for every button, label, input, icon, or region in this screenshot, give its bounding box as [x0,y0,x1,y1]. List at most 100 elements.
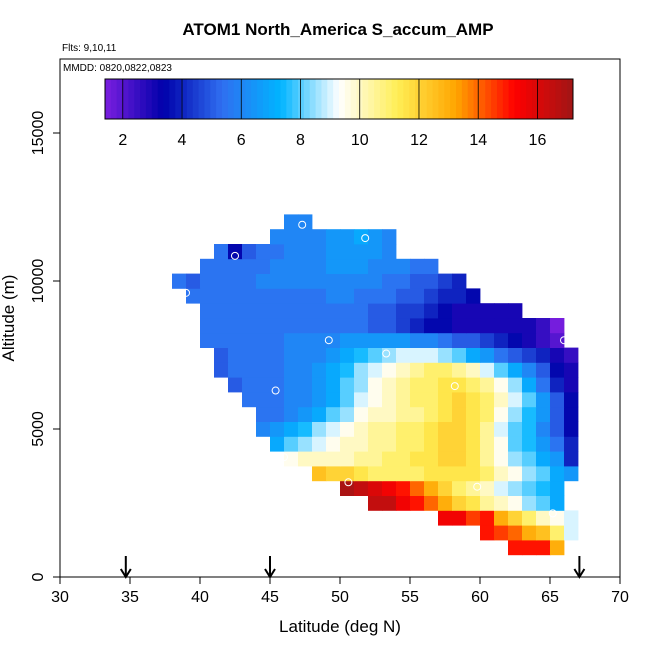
flight-marker [182,288,190,297]
colorbar-segment [309,79,317,119]
heatmap-cell [396,406,411,422]
colorbar-segment [175,79,182,119]
heatmap-cell [480,495,495,511]
heatmap-cell [438,510,453,526]
heatmap-cell [424,406,439,422]
heatmap-cell [438,392,453,408]
heatmap-cell [340,258,355,274]
flight-marker [231,251,239,260]
colorbar-segment [110,79,118,119]
heatmap-cell [550,347,565,363]
heatmap-cell [466,466,481,482]
heatmap-cell [438,495,453,511]
heatmap-cell [256,303,271,319]
heatmap-cell [438,362,453,378]
colorbar-tick-label: 14 [469,132,487,149]
heatmap-cell [284,332,299,348]
colorbar-segment [537,79,545,119]
colorbar-segment [333,79,340,119]
colorbar-segment [122,79,129,119]
heatmap-cell [200,303,215,319]
heatmap-cell [550,480,565,496]
heatmap-cell [270,377,285,393]
heatmap-cell [466,362,481,378]
heatmap-cell [466,347,481,363]
heatmap-cell [298,303,313,319]
colorbar-segment [368,79,375,119]
y-tick-label: 15000 [30,111,47,156]
heatmap-cell [270,303,285,319]
heatmap-cell [508,406,523,422]
heatmap-cell [242,244,257,260]
colorbar-segment [362,79,369,119]
heatmap-cell [354,273,369,289]
heatmap-cell [480,525,495,541]
heatmap-cell [564,347,579,363]
colorbar-segment [204,79,211,119]
colorbar-segment [561,79,568,119]
heatmap-cell [382,273,397,289]
colorbar-segment [461,79,469,119]
heatmap-cell [396,273,411,289]
heatmap-cell [522,392,537,408]
heatmap-cell [312,392,327,408]
heatmap-cell [256,318,271,334]
heatmap-cell [298,288,313,304]
colorbar-segment [567,79,574,119]
heatmap-cell [494,347,509,363]
heatmap-cell [536,466,551,482]
heatmap-cell [508,421,523,437]
heatmap-cell [410,273,425,289]
heatmap-cell [480,406,495,422]
heatmap-cell [298,318,313,334]
heatmap-cell [494,495,509,511]
heatmap-cell [368,318,383,334]
heatmap-cell [242,377,257,393]
heatmap-cell [270,406,285,422]
heatmap-cell [186,273,201,289]
heatmap-cell [564,525,579,541]
heatmap-cell [270,421,285,437]
heatmap-cell [368,258,383,274]
colorbar-segment [456,79,463,119]
heatmap-cell [382,480,397,496]
heatmap-cell [452,318,467,334]
colorbar-segment [520,79,527,119]
heatmap-cell [438,406,453,422]
flight-marker [271,386,280,395]
heatmap-cell [550,392,565,408]
heatmap-cell [494,318,509,334]
heatmap-cell [536,495,551,511]
heatmap-cell [340,229,355,245]
colorbar-segment [467,79,475,119]
heatmap-cell [368,495,383,511]
colorbar-segment [128,79,135,119]
heatmap-cell [256,347,271,363]
latitude-arrow [573,556,586,579]
heatmap-cell [298,347,313,363]
heatmap-cell [340,347,355,363]
heatmap-cell [298,392,313,408]
colorbar-segment [543,79,551,119]
x-axis-label: Latitude (deg N) [279,617,401,636]
heatmap-cell [298,377,313,393]
colorbar-segment [315,79,322,119]
heatmap-cell [312,451,327,467]
colorbar-frame [104,78,574,120]
heatmap-cell [438,466,453,482]
heatmap-cell [564,436,579,452]
colorbar-tick-label: 12 [410,132,428,149]
heatmap-cell [522,495,537,511]
colorbar-segment [391,79,398,119]
colorbar-segment [549,79,556,119]
heatmap-cell [564,421,579,437]
heatmap-cell [382,406,397,422]
heatmap-cell [354,288,369,304]
colorbar-segment [169,79,176,119]
heatmap-cell [312,406,327,422]
heatmap-cell [284,421,299,437]
heatmap-cell [326,244,341,260]
heatmap-cell [368,466,383,482]
heatmap-cell [382,318,397,334]
